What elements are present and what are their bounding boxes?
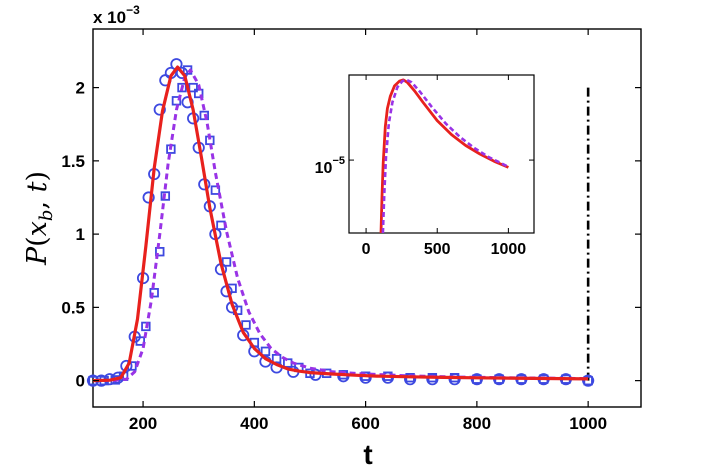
theory-solid-line [92,65,589,383]
y-label-script: P [22,246,53,266]
inset-series-layer [379,78,509,234]
square-marker [177,82,187,93]
square-marker [583,375,593,386]
inset-y-tick-base: 10 [315,160,333,177]
x-tick-label: 1000 [569,414,607,433]
x-tick-label: 600 [351,414,379,433]
inset-ticks-layer: 0 500 1000 [349,75,534,258]
square-marker [135,336,145,346]
y-label-var1: x [22,221,53,236]
y-tick-label: 0 [76,372,85,391]
square-marker [160,191,171,201]
y-label-open: ( [22,236,53,247]
y-scale-label: x 10−3 [93,3,140,27]
square-marker [210,185,221,195]
y-tick-label: 0.5 [61,298,85,317]
x-tick-label: 400 [240,414,268,433]
y-tick-label: 1 [76,225,85,244]
y-scale-prefix: x 10 [93,8,126,27]
square-marker [188,82,198,93]
y-label-var2: t [22,181,53,192]
square-marker [149,288,159,298]
circle-marker [142,191,155,204]
inset-x-tick-label: 1000 [491,241,527,258]
square-marker [141,321,151,332]
x-axis-label: t [363,439,372,470]
inset-x-tick-label: 0 [362,241,371,258]
y-label-sep: , [22,192,53,209]
theory-dashed-line [92,68,589,383]
square-marker [199,110,209,121]
square-marker [241,320,251,330]
y-label-close: ) [22,171,53,182]
inset-y-tick-label: 10−5 [315,155,345,177]
square-marker [260,346,271,357]
square-marker [155,246,165,257]
circle-marker [153,103,166,116]
inset-axes: 0 500 1000 10−5 [315,74,535,258]
y-axis-label: P(xb, t) [22,171,57,266]
circle-marker [582,374,595,387]
inset-plot-frame [348,74,535,234]
inset-x-tick-label: 500 [424,241,451,258]
square-marker [221,257,232,267]
main-ticks-layer: 200 400 600 800 1000 0 0.5 1 1.5 2 [61,29,641,433]
inset-y-tick-exponent: −5 [332,155,345,167]
circle-marker [120,359,133,373]
y-scale-exponent: −3 [126,3,140,17]
main-series-layer [86,58,595,387]
y-tick-label: 2 [76,79,85,98]
inset-dashed-line [381,78,509,234]
square-marker [271,353,282,364]
x-tick-label: 800 [463,414,491,433]
y-label-sub: b [36,210,57,222]
y-tick-label: 1.5 [61,152,85,171]
x-tick-label: 200 [129,414,157,433]
inset-solid-line [379,78,509,234]
